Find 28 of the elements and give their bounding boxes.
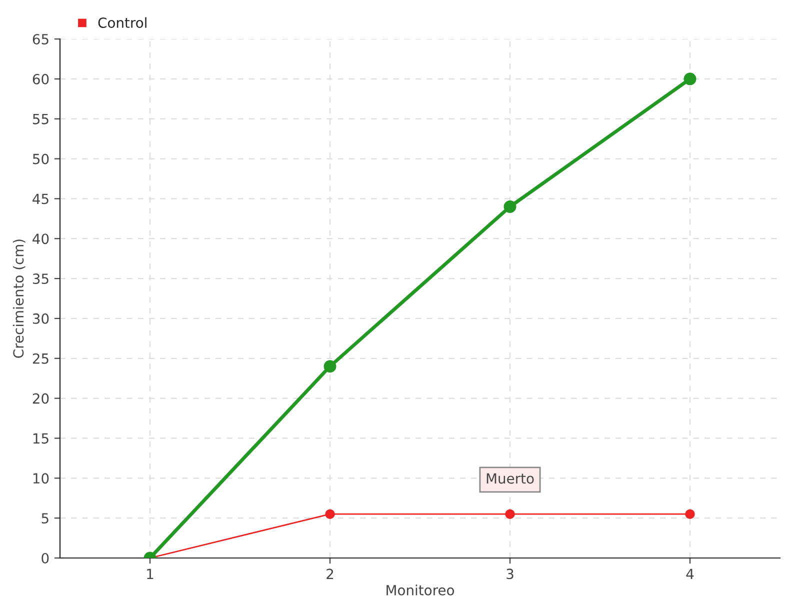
point (504, 200, 516, 213)
y-tick-label: 10 (33, 473, 49, 484)
point (505, 509, 515, 519)
y-tick-label: 45 (32, 194, 48, 204)
y-tick-label: 5 (42, 513, 48, 524)
point (684, 72, 696, 86)
y-tick-label: 65 (32, 34, 48, 44)
x-tick-label: 2 (326, 568, 334, 579)
y-tick-label: 50 (32, 154, 49, 164)
x-axis-title: Monitoreo (386, 584, 454, 596)
y-tick-label: 30 (32, 313, 49, 324)
point (324, 360, 336, 373)
x-tick-label: 3 (506, 568, 514, 580)
y-tick-label: 0 (42, 552, 49, 564)
point (325, 509, 335, 519)
y-tick-label: 15 (33, 433, 48, 444)
y-tick-label: 55 (32, 114, 48, 124)
annotation: Muerto (486, 473, 534, 484)
y-tick-label: 20 (32, 393, 49, 404)
x-tick-label: 1 (147, 568, 154, 579)
point (685, 509, 695, 519)
y-tick-label: 35 (32, 274, 48, 284)
x-tick-label: 4 (686, 568, 694, 579)
y-axis-title: Crecimiento (cm) (12, 240, 26, 358)
legend-label: Control (98, 17, 146, 28)
y-tick-label: 25 (32, 353, 48, 364)
y-tick-label: 60 (32, 74, 49, 84)
y-tick-label: 40 (32, 234, 49, 244)
